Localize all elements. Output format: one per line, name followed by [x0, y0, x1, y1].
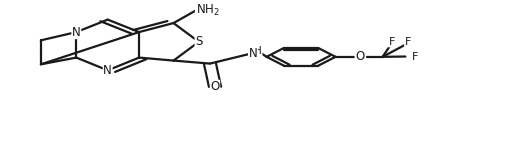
Text: N: N: [103, 64, 112, 77]
Text: NH$_2$: NH$_2$: [195, 3, 219, 18]
Text: S: S: [195, 35, 203, 48]
Text: N: N: [248, 47, 258, 60]
Text: F: F: [405, 37, 411, 47]
Text: F: F: [412, 52, 419, 62]
Text: O: O: [355, 50, 364, 63]
Text: N: N: [72, 26, 81, 39]
Text: H: H: [254, 46, 262, 56]
Text: F: F: [388, 37, 395, 47]
Text: O: O: [210, 80, 220, 93]
